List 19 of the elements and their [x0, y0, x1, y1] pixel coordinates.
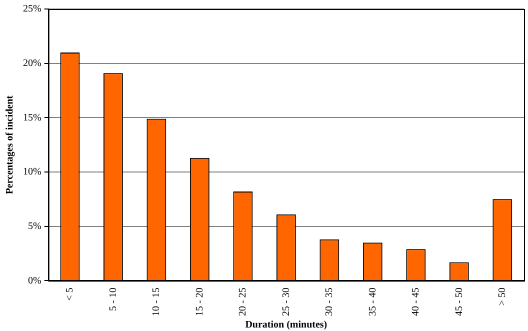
- x-tick-label: 5 - 10: [108, 288, 119, 312]
- x-axis-title: Duration (minutes): [245, 320, 328, 331]
- y-tick-label: 10%: [22, 166, 42, 178]
- x-tick-label: < 5: [64, 288, 76, 301]
- x-tick-label: 25 - 30: [280, 288, 292, 316]
- x-tick-label: 10 - 15: [151, 288, 162, 316]
- x-tick-label: 15 - 20: [194, 288, 206, 316]
- y-tick-label: 20%: [22, 58, 42, 69]
- y-tick-label: 15%: [22, 112, 42, 124]
- x-tick-label: 30 - 35: [324, 288, 336, 316]
- x-tick-label: 35 - 40: [367, 288, 378, 316]
- y-tick-label: 0%: [28, 275, 42, 286]
- x-tick-label: 40 - 45: [410, 288, 422, 316]
- y-axis-title: Percentages of incident: [4, 94, 16, 194]
- x-tick-label: 20 - 25: [238, 288, 249, 316]
- y-tick-label: 5%: [28, 220, 42, 232]
- y-tick-label: 25%: [22, 4, 42, 15]
- x-tick-label: > 50: [497, 288, 508, 306]
- x-tick-label: 45 - 50: [454, 288, 465, 316]
